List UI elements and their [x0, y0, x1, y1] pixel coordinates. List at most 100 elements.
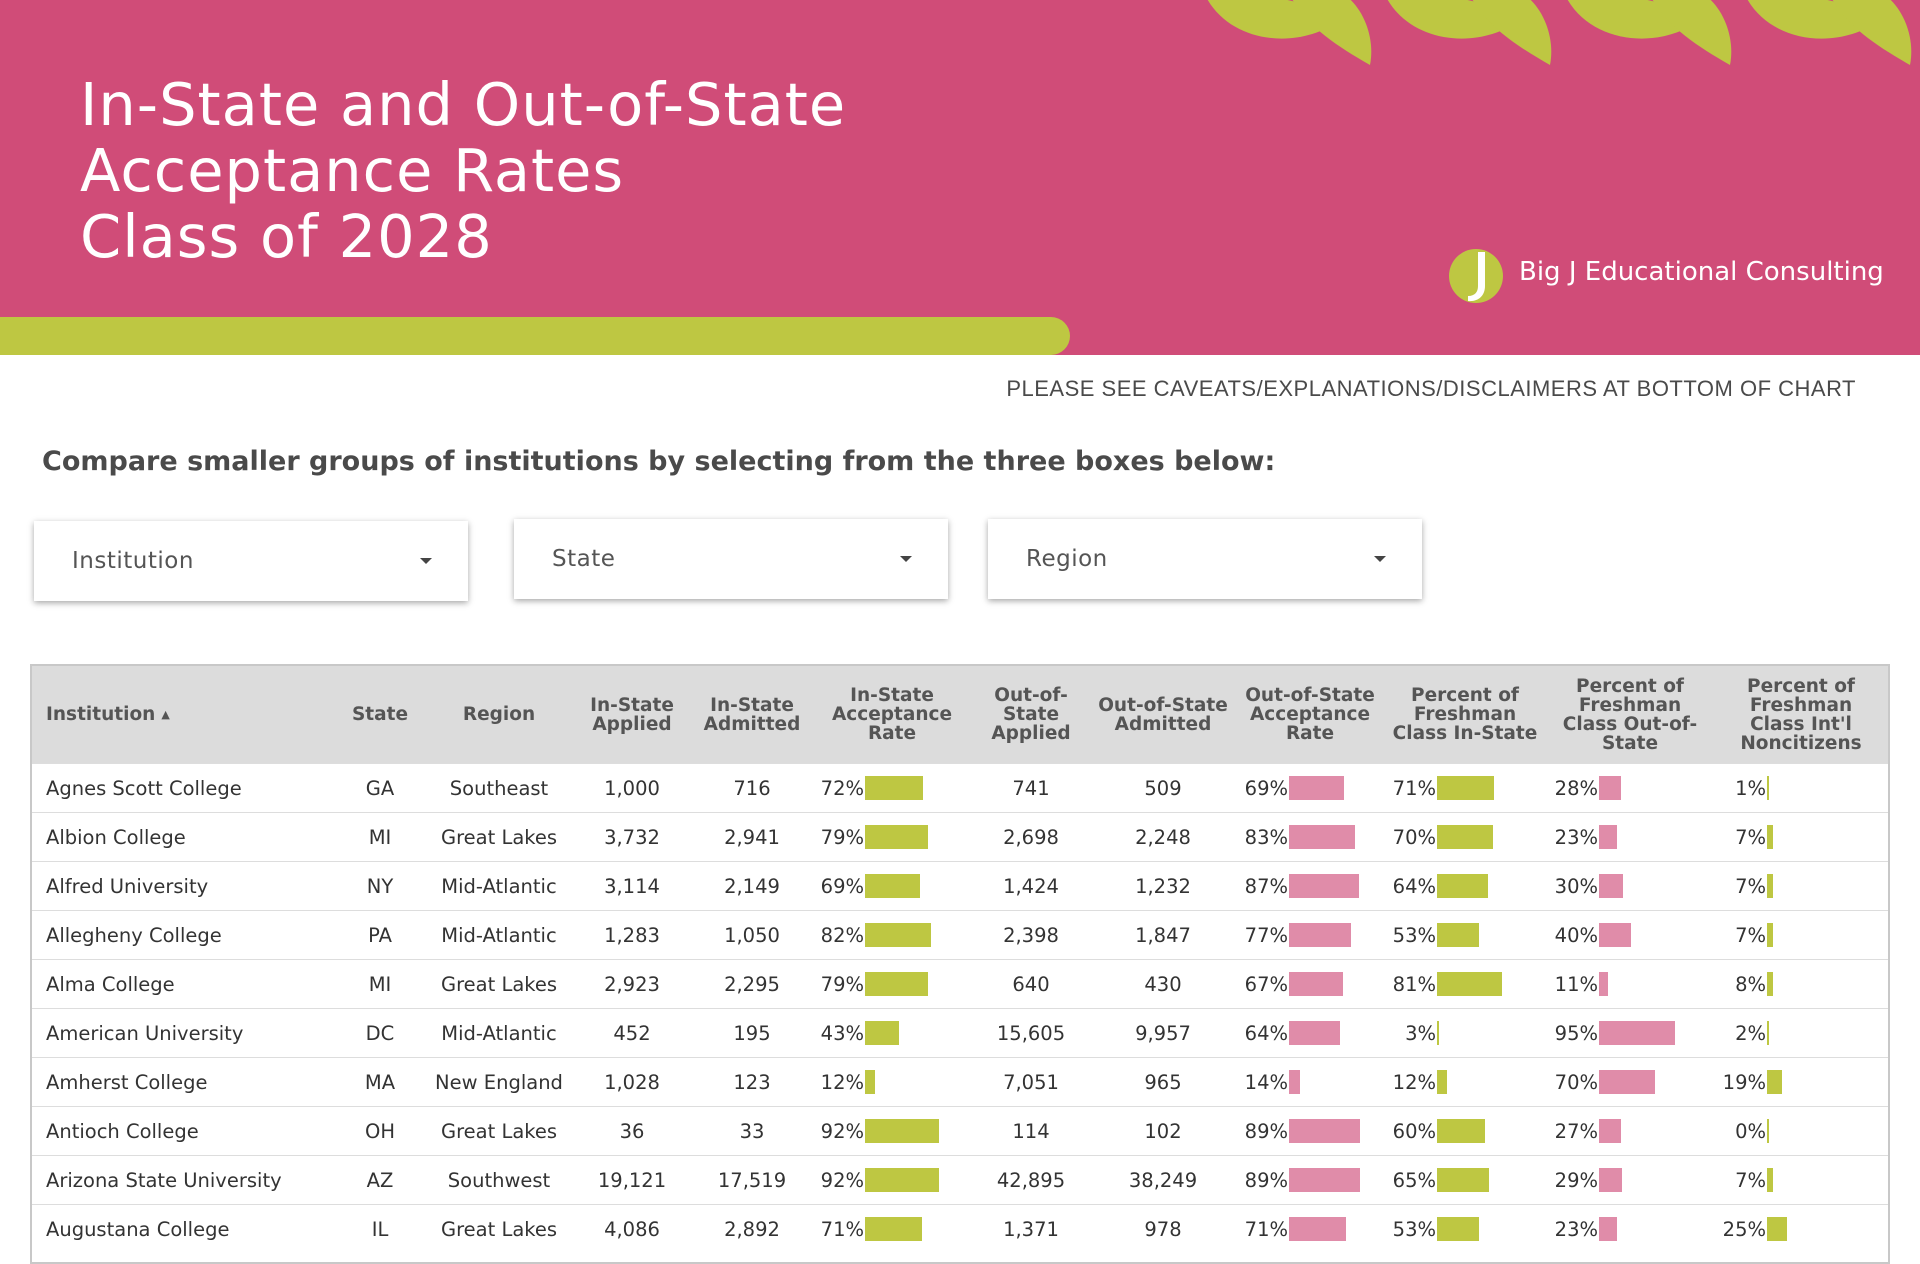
percent-value: 29% — [1554, 1168, 1598, 1192]
table-row: Arizona State University AZ Southwest 19,12… — [32, 1155, 1888, 1205]
in-state-admitted-cell: 2,149 — [692, 861, 812, 911]
out-of-state-admitted-cell: 2,248 — [1090, 812, 1236, 862]
percent-intl-cell: 8% — [1714, 959, 1888, 1009]
column-header-state[interactable]: State — [334, 666, 426, 764]
percent-bar — [865, 1119, 939, 1144]
column-header-out-of-state-acceptance-rate[interactable]: Out-of-State Acceptance Rate — [1236, 666, 1384, 764]
percent-value: 1% — [1735, 776, 1766, 800]
percent-out-of-state-cell: 95% — [1546, 1008, 1714, 1058]
table-row: Albion College MI Great Lakes 3,732 2,941 79%… — [32, 812, 1888, 862]
in-state-applied-cell: 2,923 — [572, 959, 692, 1009]
percent-intl-cell: 7% — [1714, 812, 1888, 862]
column-header-out-of-state-applied[interactable]: Out-of-State Applied — [972, 666, 1090, 764]
state-dropdown[interactable]: State — [514, 519, 948, 599]
percent-in-state-cell: 81% — [1384, 959, 1546, 1009]
column-header-in-state-admitted[interactable]: In-State Admitted — [692, 666, 812, 764]
leaf-decoration — [1207, 0, 1912, 65]
percent-value: 53% — [1392, 923, 1436, 947]
out-of-state-applied-cell: 42,895 — [972, 1155, 1090, 1205]
table-row: Agnes Scott College GA Southeast 1,000 716 72… — [32, 763, 1888, 813]
percent-bar — [1437, 1070, 1447, 1095]
table-row: Alma College MI Great Lakes 2,923 2,295 79% 64… — [32, 959, 1888, 1009]
percent-bar — [1437, 923, 1480, 948]
out-of-state-applied-cell: 2,698 — [972, 812, 1090, 862]
percent-out-of-state-cell: 40% — [1546, 910, 1714, 960]
in-state-acceptance-rate-cell: 71% — [812, 1204, 972, 1253]
column-header-percent-out-of-state[interactable]: Percent of Freshman Class Out-of-State — [1546, 666, 1714, 764]
table-row: Amherst College MA New England 1,028 123 12% 7… — [32, 1057, 1888, 1107]
out-of-state-applied-cell: 1,424 — [972, 861, 1090, 911]
percent-out-of-state-cell: 23% — [1546, 812, 1714, 862]
percent-intl-cell: 0% — [1714, 1106, 1888, 1156]
region-cell: Mid-Atlantic — [426, 861, 572, 911]
percent-bar — [1437, 776, 1494, 801]
out-of-state-acceptance-rate-cell: 89% — [1236, 1106, 1384, 1156]
percent-bar — [1599, 1070, 1655, 1095]
percent-bar — [865, 825, 929, 850]
percent-in-state-cell: 71% — [1384, 763, 1546, 813]
column-header-in-state-acceptance-rate[interactable]: In-State Acceptance Rate — [812, 666, 972, 764]
column-header-percent-in-state[interactable]: Percent of Freshman Class In-State — [1384, 666, 1546, 764]
percent-bar — [1767, 825, 1773, 850]
percent-value: 12% — [1392, 1070, 1436, 1094]
column-header-institution[interactable]: Institution ▲ — [32, 666, 334, 764]
institution-dropdown[interactable]: Institution — [34, 521, 468, 601]
percent-bar — [865, 1217, 922, 1242]
percent-value: 92% — [820, 1119, 864, 1143]
out-of-state-acceptance-rate-cell: 71% — [1236, 1204, 1384, 1253]
percent-bar — [1599, 776, 1622, 801]
percent-bar — [1437, 825, 1493, 850]
out-of-state-acceptance-rate-cell: 64% — [1236, 1008, 1384, 1058]
in-state-applied-cell: 4,086 — [572, 1204, 692, 1253]
column-header-region[interactable]: Region — [426, 666, 572, 764]
percent-value: 23% — [1554, 825, 1598, 849]
out-of-state-acceptance-rate-cell: 89% — [1236, 1155, 1384, 1205]
out-of-state-acceptance-rate-cell: 87% — [1236, 861, 1384, 911]
region-cell: Great Lakes — [426, 959, 572, 1009]
percent-value: 40% — [1554, 923, 1598, 947]
percent-bar — [1289, 874, 1359, 899]
filter-instructions: Compare smaller groups of institutions b… — [42, 446, 1276, 477]
table-header-row: Institution ▲ State Region In-State Appli… — [32, 666, 1888, 764]
state-cell: NY — [334, 861, 426, 911]
in-state-admitted-cell: 2,295 — [692, 959, 812, 1009]
percent-bar — [1767, 776, 1769, 801]
header-banner: In-State and Out-of-State Acceptance Rat… — [0, 0, 1920, 355]
percent-value: 12% — [820, 1070, 864, 1094]
out-of-state-acceptance-rate-cell: 83% — [1236, 812, 1384, 862]
title-line-2: Acceptance Rates — [80, 136, 625, 205]
out-of-state-applied-cell: 15,605 — [972, 1008, 1090, 1058]
percent-value: 95% — [1554, 1021, 1598, 1045]
column-header-in-state-applied[interactable]: In-State Applied — [572, 666, 692, 764]
in-state-acceptance-rate-cell: 92% — [812, 1155, 972, 1205]
percent-value: 71% — [820, 1217, 864, 1241]
percent-bar — [1289, 1119, 1361, 1144]
in-state-acceptance-rate-cell: 43% — [812, 1008, 972, 1058]
out-of-state-acceptance-rate-cell: 69% — [1236, 763, 1384, 813]
column-header-out-of-state-admitted[interactable]: Out-of-State Admitted — [1090, 666, 1236, 764]
percent-value: 69% — [820, 874, 864, 898]
percent-bar — [865, 1021, 900, 1046]
percent-bar — [865, 874, 921, 899]
percent-value: 69% — [1244, 776, 1288, 800]
region-dropdown[interactable]: Region — [988, 519, 1422, 599]
out-of-state-applied-cell: 640 — [972, 959, 1090, 1009]
state-cell: IL — [334, 1204, 426, 1253]
percent-value: 2% — [1735, 1021, 1766, 1045]
in-state-acceptance-rate-cell: 82% — [812, 910, 972, 960]
percent-value: 30% — [1554, 874, 1598, 898]
column-header-percent-intl[interactable]: Percent of Freshman Class Int'l Noncitiz… — [1714, 666, 1888, 764]
percent-out-of-state-cell: 27% — [1546, 1106, 1714, 1156]
out-of-state-admitted-cell: 978 — [1090, 1204, 1236, 1253]
percent-value: 82% — [820, 923, 864, 947]
region-cell: Great Lakes — [426, 812, 572, 862]
percent-value: 19% — [1722, 1070, 1766, 1094]
out-of-state-admitted-cell: 965 — [1090, 1057, 1236, 1107]
percent-intl-cell: 7% — [1714, 910, 1888, 960]
in-state-acceptance-rate-cell: 79% — [812, 812, 972, 862]
percent-bar — [865, 1070, 875, 1095]
percent-bar — [1599, 1021, 1675, 1046]
in-state-acceptance-rate-cell: 92% — [812, 1106, 972, 1156]
institution-cell: Amherst College — [32, 1057, 334, 1107]
region-cell: New England — [426, 1057, 572, 1107]
